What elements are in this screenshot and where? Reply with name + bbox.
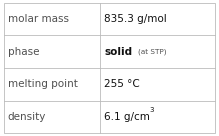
Text: 3: 3 — [150, 107, 154, 113]
Text: phase: phase — [8, 47, 39, 57]
Text: (at STP): (at STP) — [138, 48, 166, 55]
Text: 255 °C: 255 °C — [104, 79, 140, 89]
Text: 6.1 g/cm: 6.1 g/cm — [104, 112, 150, 122]
Text: melting point: melting point — [8, 79, 78, 89]
Text: solid: solid — [104, 47, 132, 57]
Text: 835.3 g/mol: 835.3 g/mol — [104, 14, 167, 24]
Text: density: density — [8, 112, 46, 122]
Text: molar mass: molar mass — [8, 14, 69, 24]
